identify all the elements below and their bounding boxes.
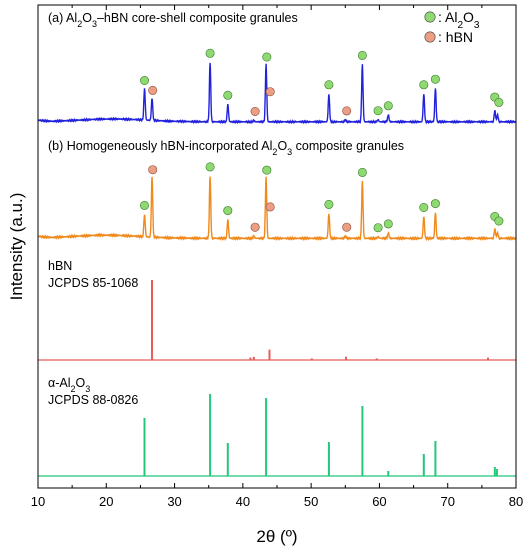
panel-a: (a) Al2O3–hBN core-shell composite granu… <box>37 11 517 125</box>
marker-al2o3-a-5 <box>262 52 272 62</box>
subscript: 2 <box>71 384 76 394</box>
marker-al2o3-a-0 <box>140 76 150 86</box>
y-axis-label: Intensity (a.u.) <box>7 193 26 301</box>
marker-al2o3-b-11 <box>383 219 393 229</box>
x-tick-label-40: 40 <box>236 494 250 509</box>
marker-hbn-a-6 <box>265 87 275 97</box>
marker-hbn-b-1 <box>148 165 158 175</box>
marker-hbn-b-4 <box>250 222 260 232</box>
text-run: O <box>277 139 287 153</box>
marker-hbn-a-1 <box>148 85 158 95</box>
subscript: 3 <box>474 20 480 31</box>
marker-al2o3-a-12 <box>419 80 429 90</box>
panel-label-hbn-line-0: hBN <box>48 259 72 273</box>
text-run: –hBN core-shell composite granules <box>97 11 298 25</box>
legend: : Al2O3: hBN <box>424 9 480 45</box>
panel-hbn: hBN JCPDS 85-1068 <box>38 259 516 361</box>
subscript: 2 <box>77 19 82 29</box>
panel-b: (b) Homogeneously hBN-incorporated Al2O3… <box>37 139 517 242</box>
x-tick-label-10: 10 <box>31 494 45 509</box>
marker-al2o3-a-15 <box>494 97 504 107</box>
marker-al2o3-b-13 <box>430 199 440 209</box>
text-run: (b) Homogeneously hBN-incorporated Al <box>48 139 272 153</box>
text-run: (a) Al <box>48 11 77 25</box>
marker-al2o3-b-10 <box>373 223 383 233</box>
marker-al2o3-b-3 <box>223 206 233 216</box>
x-tick-label-30: 30 <box>167 494 181 509</box>
x-tick-label-70: 70 <box>440 494 454 509</box>
text-run: : Al <box>438 9 457 25</box>
plot-frame <box>37 4 517 489</box>
plot-border <box>37 4 517 489</box>
subscript: 3 <box>92 19 97 29</box>
text-run: O <box>463 9 474 25</box>
marker-hbn-a-4 <box>250 107 260 117</box>
text-run: JCPDS 88-0826 <box>48 393 138 407</box>
legend-marker-1 <box>424 31 436 43</box>
subscript: 2 <box>272 147 277 157</box>
marker-al2o3-b-0 <box>140 200 150 210</box>
marker-al2o3-b-7 <box>324 199 334 209</box>
panel-label-hbn-line-1: JCPDS 85-1068 <box>48 276 138 290</box>
marker-al2o3-a-2 <box>205 48 215 58</box>
panel-label-al2o3-line-0: α-Al2O3 <box>48 376 90 394</box>
legend-label-1: : hBN <box>438 29 473 45</box>
x-tick-label-50: 50 <box>304 494 318 509</box>
panel-label-al2o3-line-1: JCPDS 88-0826 <box>48 393 138 407</box>
marker-hbn-b-6 <box>265 202 275 212</box>
legend-marker-0 <box>424 11 436 23</box>
series-line-a <box>37 62 517 125</box>
subscript: 3 <box>287 147 292 157</box>
text-run: : hBN <box>438 29 473 45</box>
text-run: O <box>76 376 86 390</box>
marker-hbn-a-8 <box>342 106 352 116</box>
marker-al2o3-b-15 <box>494 216 504 226</box>
subscript: 2 <box>457 20 463 31</box>
subscript: 3 <box>85 384 90 394</box>
panel-label-b: (b) Homogeneously hBN-incorporated Al2O3… <box>48 139 404 157</box>
x-axis: 10 20 30 40 50 60 70 80 <box>31 5 523 509</box>
text-run: α-Al <box>48 376 71 390</box>
marker-al2o3-a-7 <box>324 80 334 90</box>
marker-al2o3-a-11 <box>383 101 393 111</box>
legend-label-0: : Al2O3 <box>438 9 480 31</box>
text-run: composite granules <box>292 139 404 153</box>
text-run: O <box>82 11 92 25</box>
series-line-b <box>37 176 517 242</box>
marker-al2o3-a-3 <box>223 90 233 100</box>
x-tick-label-80: 80 <box>509 494 523 509</box>
panels-layer: (a) Al2O3–hBN core-shell composite granu… <box>37 11 517 477</box>
marker-hbn-b-8 <box>342 222 352 232</box>
marker-al2o3-b-12 <box>419 203 429 213</box>
marker-al2o3-a-13 <box>430 74 440 84</box>
x-tick-label-60: 60 <box>372 494 386 509</box>
marker-al2o3-a-9 <box>357 50 367 60</box>
panel-label-a: (a) Al2O3–hBN core-shell composite granu… <box>48 11 298 29</box>
marker-al2o3-a-10 <box>373 106 383 116</box>
marker-al2o3-b-2 <box>205 162 215 172</box>
x-axis-label: 2θ (º) <box>256 527 297 546</box>
x-tick-label-20: 20 <box>99 494 113 509</box>
marker-al2o3-b-5 <box>262 165 272 175</box>
marker-al2o3-b-9 <box>357 167 367 177</box>
